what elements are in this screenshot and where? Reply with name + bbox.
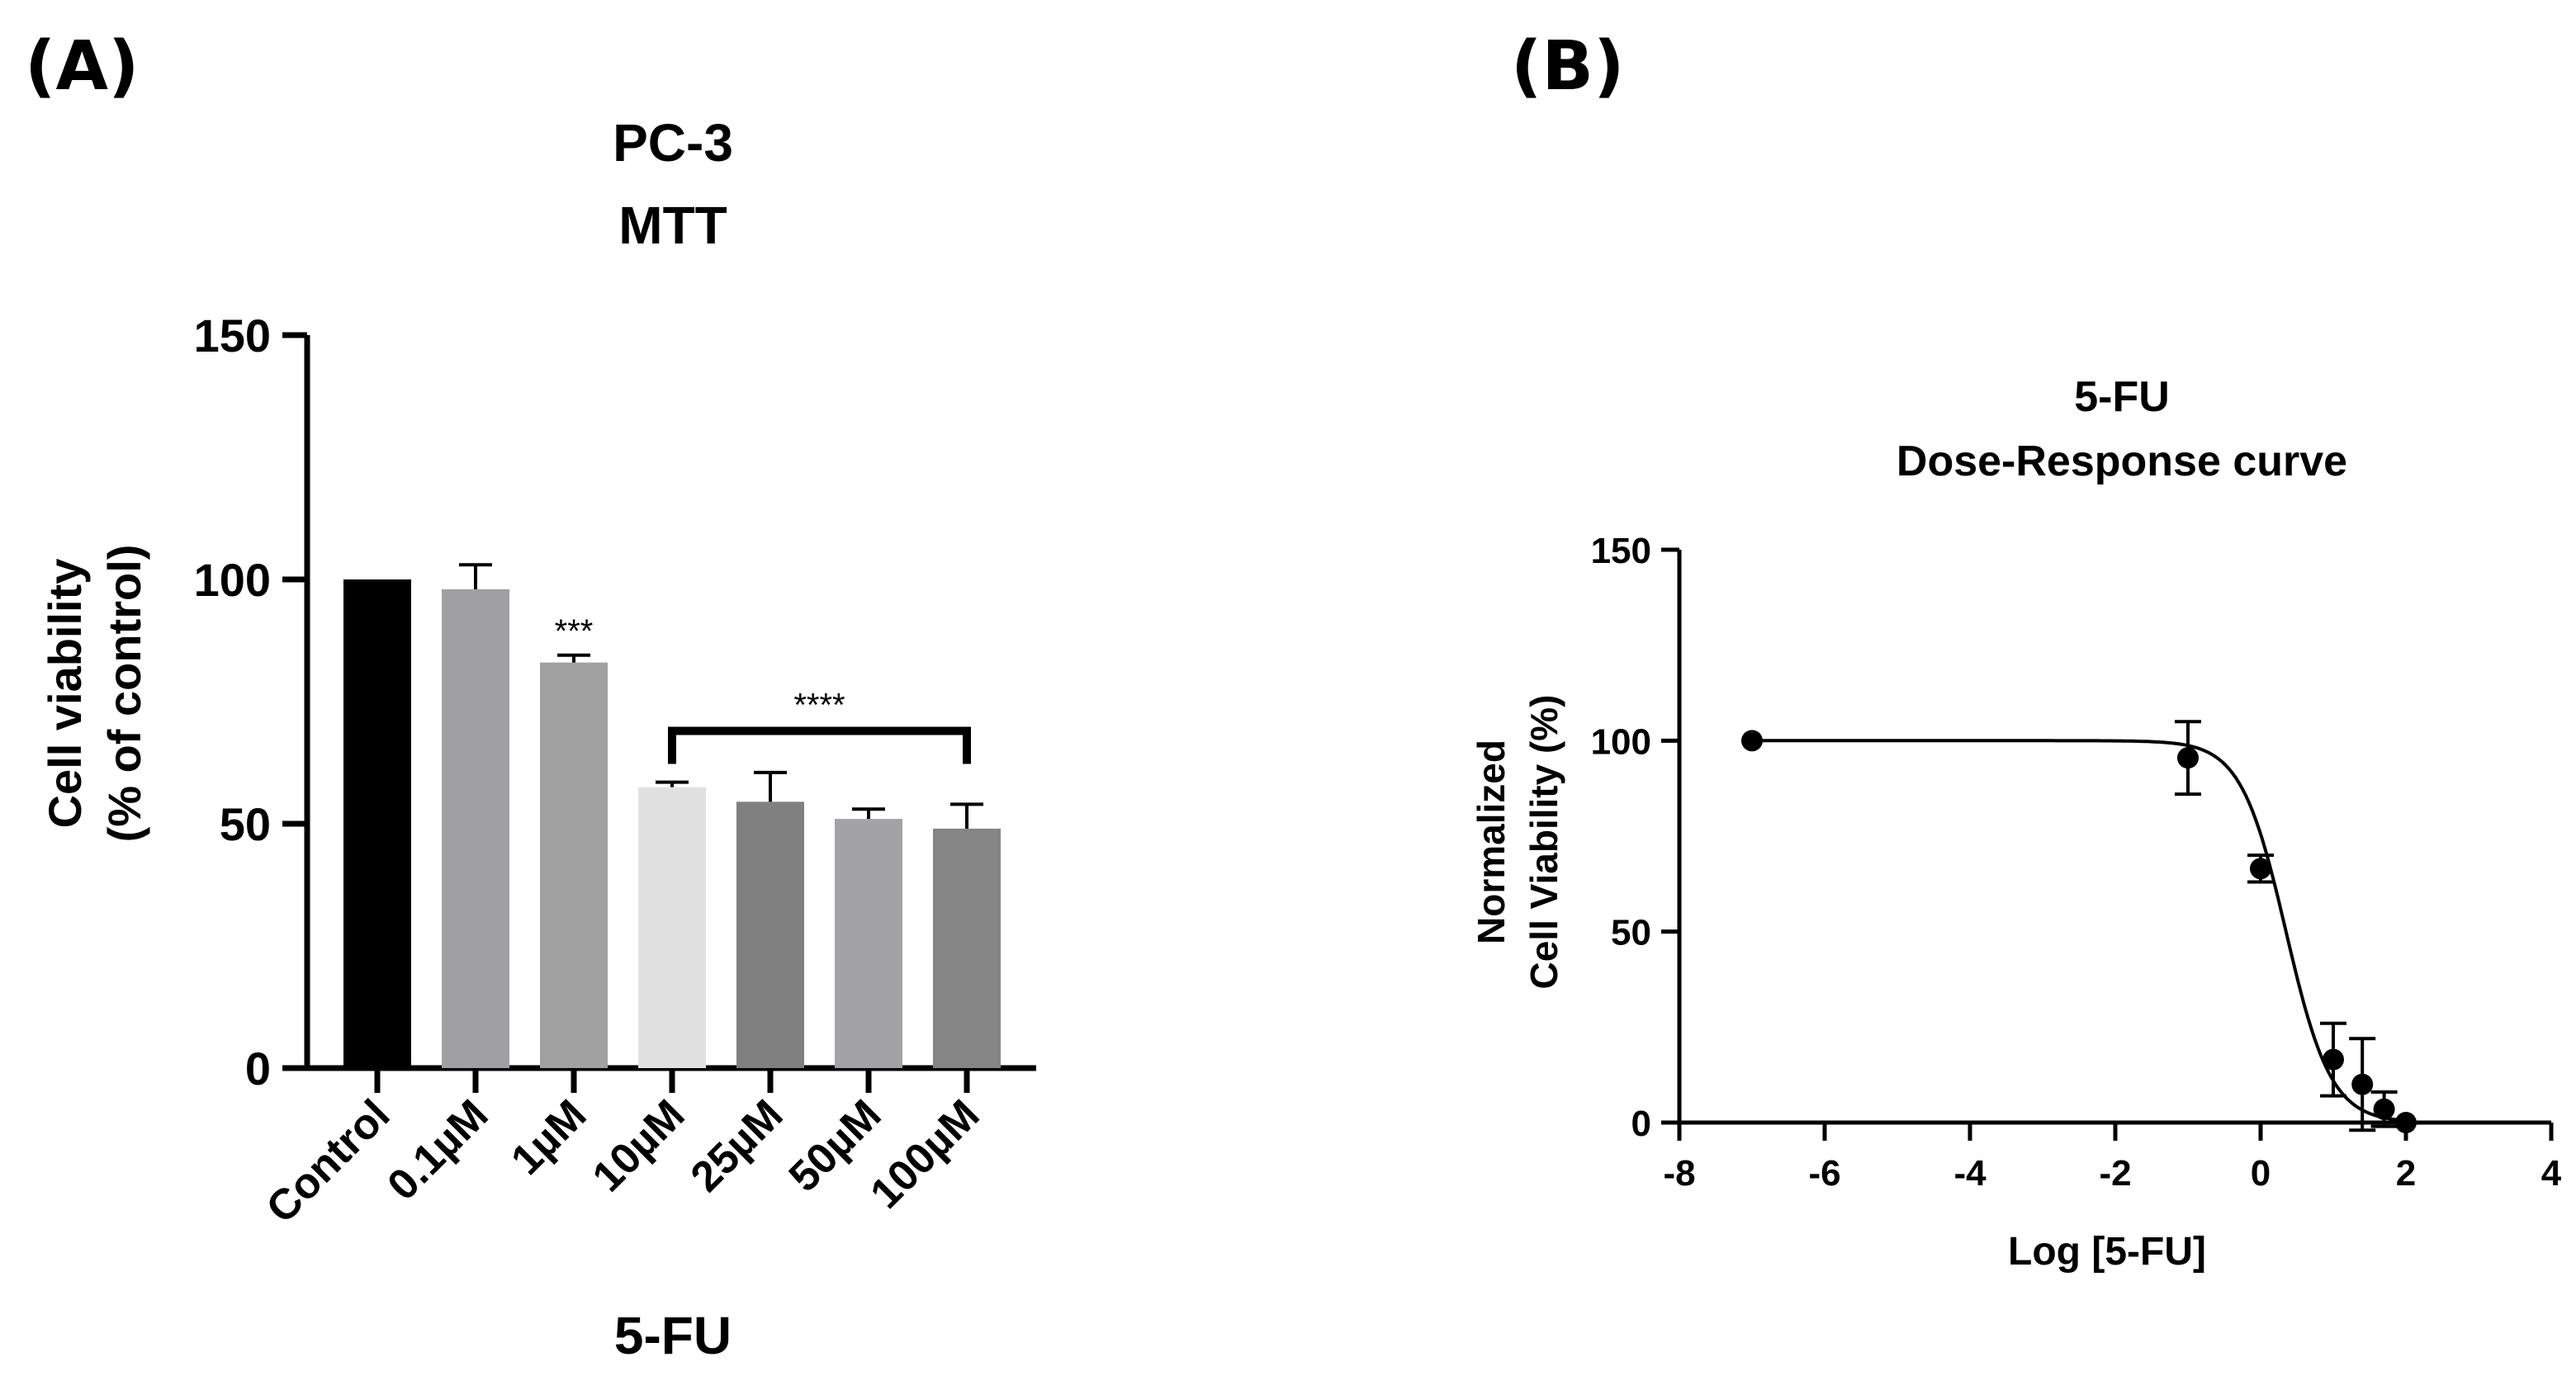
chart-b-xtick-label: 4 [2541,1153,2562,1194]
chart-a-ytick-label: 0 [245,1042,271,1095]
chart-a-bar [638,787,706,1068]
chart-a-bar [933,828,1001,1068]
chart-b-data-point [1741,730,1763,752]
chart-a-title-line1: PC-3 [613,113,733,173]
chart-a-bar [540,662,608,1068]
chart-b-fit-curve [1752,739,2407,1123]
chart-b-plot: 0 50 100 150 -8 -6 -4 -2 0 2 4 [1591,531,2562,1194]
chart-a-bar [835,819,902,1068]
chart-a-ytick-label: 150 [194,310,271,362]
chart-a-xtick-label: 100µM [861,1090,988,1217]
chart-b-data-point [2373,1098,2395,1120]
chart-a-ytick-label: 100 [194,554,271,606]
chart-a-xtick-label: 0.1µM [379,1090,498,1209]
chart-a-xtick-label: Control [258,1090,400,1232]
chart-b-ytick-label: 0 [1631,1104,1651,1144]
chart-b-ylabel-line1: Normalized [1470,740,1513,944]
chart-a-bar [442,589,509,1068]
chart-a-xtick-label: 25µM [682,1090,793,1201]
chart-b-xlabel: Log [5-FU] [2008,1230,2206,1274]
chart-b-xtick-label: -4 [1953,1153,1986,1194]
chart-b-title-line1: 5-FU [2074,373,2170,421]
chart-b-xtick-label: 2 [2396,1153,2416,1194]
chart-a-bar [343,579,411,1068]
chart-a-xlabel: 5-FU [614,1306,732,1365]
chart-b-ylabel-line2: Cell Viability (%) [1522,694,1565,989]
chart-a-ylabel-line1: Cell viability [39,559,91,829]
chart-b-xtick-label: -8 [1663,1153,1695,1194]
chart-b-xtick-label: -6 [1808,1153,1840,1194]
chart-b-data-point [2395,1112,2417,1133]
chart-b-xtick-label: 0 [2251,1153,2271,1194]
chart-a-ylabel-line2: (% of control) [98,545,150,843]
chart-a-significance-label: *** [555,613,594,650]
chart-b-data-point [2351,1073,2374,1095]
chart-b-data-point [2177,747,2199,769]
chart-b-xtick-label: -2 [2099,1153,2131,1194]
chart-a-xtick-label: 1µM [502,1090,595,1184]
chart-a-significance-bracket [668,726,971,764]
chart-b-data-point [2250,858,2271,880]
chart-b-ytick-label: 150 [1591,531,1651,571]
chart-b-data-point [2323,1048,2344,1071]
chart-a-bar [736,801,804,1068]
chart-b-ytick-label: 50 [1611,913,1651,953]
chart-a-significance-label: **** [793,688,845,724]
chart-a-title-line2: MTT [618,196,727,255]
chart-a-xtick-label: 10µM [584,1090,694,1201]
panel-a-label: (A) [25,27,140,106]
chart-a-ytick-label: 50 [220,798,271,850]
panel-b-label: (B) [1511,27,1625,106]
chart-b-title-line2: Dose-Response curve [1896,437,2347,485]
chart-b-ytick-label: 100 [1591,721,1651,762]
